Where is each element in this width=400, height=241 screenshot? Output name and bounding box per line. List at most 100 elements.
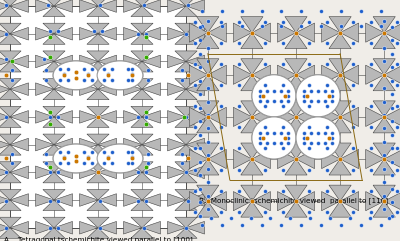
Polygon shape (87, 23, 109, 34)
Polygon shape (175, 117, 197, 127)
Polygon shape (98, 138, 116, 151)
Text: B.  Monoclinic tschemichite viewed  parallel to [110]: B. Monoclinic tschemichite viewed parall… (199, 198, 388, 204)
Polygon shape (43, 134, 65, 145)
Polygon shape (36, 111, 54, 123)
Polygon shape (197, 185, 219, 201)
Polygon shape (175, 23, 197, 34)
Polygon shape (10, 194, 28, 206)
Polygon shape (98, 27, 116, 40)
Polygon shape (189, 192, 208, 211)
Polygon shape (366, 192, 384, 211)
Polygon shape (43, 34, 65, 44)
Polygon shape (0, 194, 10, 206)
Polygon shape (80, 166, 98, 179)
Polygon shape (186, 138, 204, 151)
Polygon shape (43, 106, 65, 117)
Polygon shape (36, 221, 54, 234)
Polygon shape (0, 79, 21, 89)
Polygon shape (322, 107, 340, 127)
Polygon shape (0, 172, 21, 183)
Polygon shape (0, 34, 21, 44)
Polygon shape (87, 79, 109, 89)
Polygon shape (43, 6, 65, 17)
Polygon shape (175, 162, 197, 172)
Polygon shape (189, 23, 208, 42)
Polygon shape (131, 134, 153, 145)
Polygon shape (124, 111, 142, 123)
Polygon shape (175, 134, 197, 145)
Polygon shape (131, 189, 153, 200)
Polygon shape (98, 111, 116, 123)
Polygon shape (189, 65, 208, 84)
Polygon shape (329, 59, 351, 75)
Polygon shape (168, 83, 186, 95)
Polygon shape (373, 17, 395, 33)
Polygon shape (87, 228, 109, 238)
Polygon shape (252, 65, 270, 84)
Polygon shape (373, 59, 395, 75)
Polygon shape (142, 27, 160, 40)
Polygon shape (0, 0, 21, 6)
Polygon shape (36, 83, 54, 95)
Polygon shape (80, 83, 98, 95)
Polygon shape (124, 221, 142, 234)
Polygon shape (186, 27, 204, 40)
Polygon shape (241, 201, 263, 217)
Polygon shape (189, 149, 208, 169)
Polygon shape (285, 143, 307, 159)
Polygon shape (340, 149, 359, 169)
Polygon shape (98, 0, 116, 12)
Polygon shape (197, 33, 219, 49)
Polygon shape (186, 221, 204, 234)
Polygon shape (43, 61, 65, 72)
Polygon shape (10, 166, 28, 179)
Ellipse shape (252, 75, 296, 117)
Polygon shape (241, 143, 263, 159)
Polygon shape (36, 0, 54, 12)
Polygon shape (124, 0, 142, 12)
Polygon shape (278, 192, 296, 211)
Polygon shape (186, 83, 204, 95)
Polygon shape (0, 6, 21, 17)
Polygon shape (54, 55, 72, 68)
Polygon shape (252, 107, 270, 127)
Polygon shape (278, 65, 296, 84)
Polygon shape (233, 23, 252, 42)
Polygon shape (168, 138, 186, 151)
Polygon shape (87, 172, 109, 183)
Polygon shape (373, 201, 395, 217)
Polygon shape (329, 33, 351, 49)
Polygon shape (373, 101, 395, 117)
Polygon shape (43, 89, 65, 100)
Polygon shape (87, 189, 109, 200)
Polygon shape (340, 65, 359, 84)
Polygon shape (366, 149, 384, 169)
Polygon shape (10, 138, 28, 151)
Polygon shape (142, 55, 160, 68)
Polygon shape (36, 166, 54, 179)
Polygon shape (296, 23, 314, 42)
Polygon shape (98, 83, 116, 95)
Polygon shape (186, 55, 204, 68)
Polygon shape (87, 51, 109, 61)
Polygon shape (285, 75, 307, 91)
Ellipse shape (296, 75, 340, 117)
Polygon shape (43, 200, 65, 211)
Polygon shape (43, 228, 65, 238)
Polygon shape (131, 162, 153, 172)
Polygon shape (168, 0, 186, 12)
Polygon shape (131, 200, 153, 211)
FancyBboxPatch shape (10, 6, 186, 228)
Polygon shape (322, 23, 340, 42)
Polygon shape (87, 89, 109, 100)
Polygon shape (175, 6, 197, 17)
Ellipse shape (53, 144, 99, 173)
Polygon shape (241, 33, 263, 49)
Polygon shape (197, 17, 219, 33)
Polygon shape (87, 6, 109, 17)
Polygon shape (124, 27, 142, 40)
Polygon shape (296, 107, 314, 127)
Polygon shape (124, 55, 142, 68)
Ellipse shape (97, 144, 143, 173)
Polygon shape (366, 23, 384, 42)
